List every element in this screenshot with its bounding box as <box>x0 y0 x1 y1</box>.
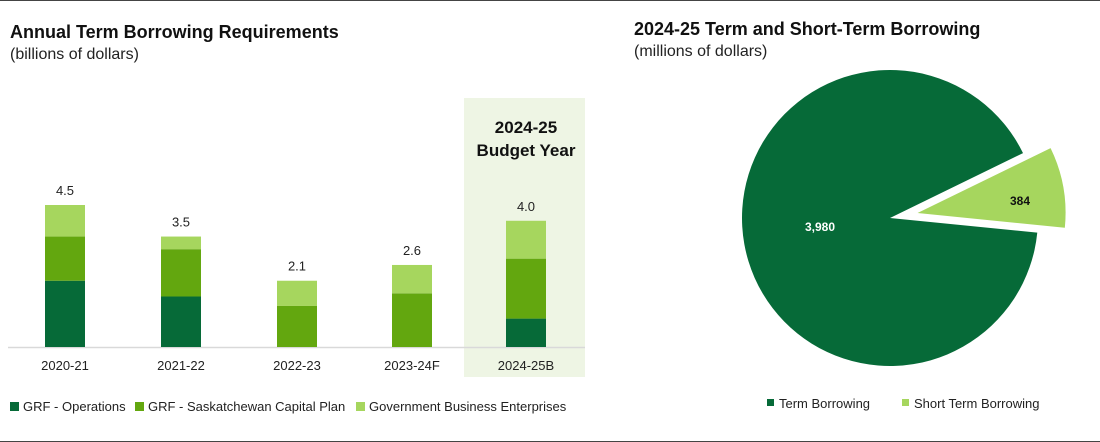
pie-chart-title: 2024-25 Term and Short-Term Borrowing <box>634 19 981 39</box>
x-tick-label: 2024-25B <box>498 358 554 373</box>
bar-segment <box>277 280 317 306</box>
bar-segment <box>161 236 201 250</box>
bar-segment <box>45 236 85 281</box>
bar-segment <box>45 205 85 237</box>
bar-segment <box>506 258 546 319</box>
legend-label: Term Borrowing <box>779 396 870 411</box>
bar-total-label: 2.1 <box>288 259 306 274</box>
pie-data-label: 3,980 <box>805 220 835 234</box>
bar-segment <box>506 318 546 347</box>
legend-swatch <box>356 402 365 411</box>
legend-swatch <box>10 402 19 411</box>
legend-swatch <box>135 402 144 411</box>
bar-total-label: 4.5 <box>56 183 74 198</box>
x-tick-label: 2020-21 <box>41 358 89 373</box>
legend-label: Government Business Enterprises <box>369 399 567 414</box>
legend-swatch <box>902 399 909 406</box>
legend-swatch <box>767 399 774 406</box>
pie-slice-term <box>742 70 1038 367</box>
bar-segment <box>45 280 85 347</box>
bar-segment <box>392 293 432 347</box>
bar-total-label: 4.0 <box>517 199 535 214</box>
bar-segment <box>392 264 432 294</box>
x-tick-label: 2022-23 <box>273 358 321 373</box>
pie-data-label: 384 <box>1010 194 1030 208</box>
x-tick-label: 2023-24F <box>384 358 440 373</box>
bar-segment <box>506 220 546 259</box>
bar-total-label: 2.6 <box>403 243 421 258</box>
legend-label: GRF - Operations <box>23 399 126 414</box>
bar-total-label: 3.5 <box>172 215 190 230</box>
x-tick-label: 2021-22 <box>157 358 205 373</box>
legend-label: GRF - Saskatchewan Capital Plan <box>148 399 345 414</box>
bar-segment <box>277 305 317 347</box>
bar-segment <box>161 249 201 297</box>
pie-slice-short-term <box>917 148 1066 228</box>
bar-chart-subtitle: (billions of dollars) <box>10 46 139 63</box>
pie-chart-subtitle: (millions of dollars) <box>634 43 768 60</box>
legend-label: Short Term Borrowing <box>914 396 1039 411</box>
bar-chart-title: Annual Term Borrowing Requirements <box>10 22 339 42</box>
highlight-label: Budget Year <box>477 141 576 160</box>
highlight-label: 2024-25 <box>495 118 557 137</box>
bar-segment <box>161 296 201 347</box>
